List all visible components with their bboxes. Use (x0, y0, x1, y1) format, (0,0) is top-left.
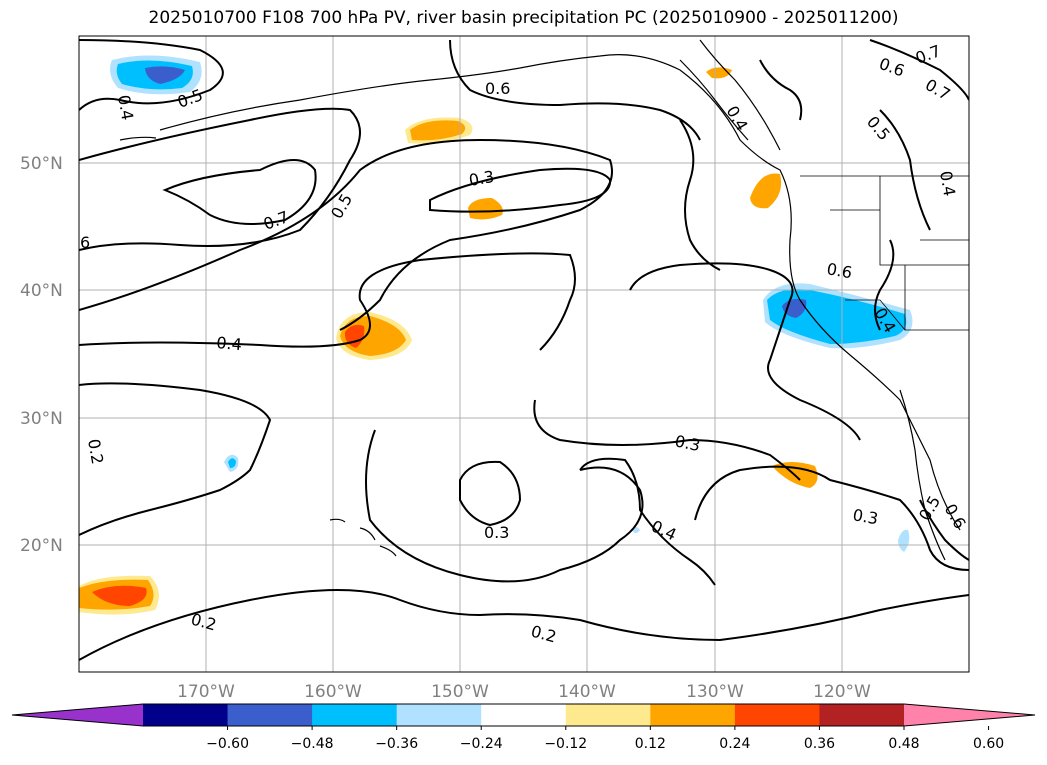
contour-label: 0.2 (84, 437, 107, 465)
colorbar-tick-label: 0.36 (804, 736, 835, 752)
colorbar-segment (734, 704, 820, 726)
borders (800, 175, 969, 331)
colorbar-tick-label: 0.12 (635, 736, 666, 752)
colorbar-segment (143, 704, 229, 726)
lon-label: 140°W (558, 682, 616, 702)
colorbar-tick-label: 0.60 (973, 736, 1004, 752)
coastlines (119, 39, 961, 561)
colorbar: −0.60 −0.48 −0.36 −0.24 −0.12 0.12 0.24 0.36 0.4… (11, 703, 1036, 752)
colorbar-tick-label: −0.48 (291, 736, 334, 752)
map-background (79, 36, 969, 672)
contour-label: 0.3 (484, 523, 509, 542)
lon-label: 150°W (431, 682, 489, 702)
gridlines (79, 36, 969, 672)
contour-label: 0.3 (673, 431, 702, 455)
colorbar-tick-label: −0.12 (544, 736, 587, 752)
colorbar-tick-label: −0.60 (206, 736, 249, 752)
colorbar-extend-left (12, 704, 143, 726)
colorbar-segment (312, 704, 398, 726)
colorbar-ticks: −0.60 −0.48 −0.36 −0.24 −0.12 0.12 0.24 0.36 0.4… (206, 726, 1004, 752)
colorbar-tick-label: 0.48 (888, 736, 919, 752)
lat-label: 20°N (20, 536, 63, 556)
contour-label: 0.4 (936, 169, 959, 197)
colorbar-segment (650, 704, 736, 726)
precip-shading (79, 55, 913, 615)
lat-label: 40°N (20, 281, 63, 301)
colorbar-segment (565, 704, 651, 726)
lon-label: 120°W (813, 682, 871, 702)
colorbar-segment (396, 704, 482, 726)
colorbar-segments (143, 704, 905, 726)
contour-label: 0.3 (467, 167, 495, 190)
lon-label: 130°W (686, 682, 744, 702)
colorbar-segment (819, 704, 905, 726)
lon-label: 170°W (177, 682, 235, 702)
colorbar-segment (227, 704, 313, 726)
colorbar-tick-label: −0.36 (375, 736, 418, 752)
colorbar-tick-label: −0.24 (460, 736, 503, 752)
contour-label: 0.4 (216, 333, 243, 354)
figure-title: 2025010700 F108 700 hPa PV, river basin … (148, 8, 899, 28)
lat-label: 30°N (20, 409, 63, 429)
lat-labels: 50°N 40°N 30°N 20°N (20, 154, 63, 556)
lon-label: 160°W (304, 682, 362, 702)
contour-label: 0.3 (851, 505, 879, 528)
contour-label: 0.4 (114, 93, 137, 121)
colorbar-outline (11, 703, 1036, 727)
contour-label: 6 (80, 233, 90, 252)
lat-label: 50°N (20, 154, 63, 174)
map-frame (78, 35, 970, 673)
colorbar-extend-right (904, 704, 1035, 726)
colorbar-tick-label: 0.24 (719, 736, 750, 752)
pv-contours (79, 39, 969, 661)
contour-label: 0.6 (825, 259, 853, 282)
contour-label: 0.6 (485, 79, 510, 98)
colorbar-segment (481, 704, 567, 726)
lon-labels: 170°W 160°W 150°W 140°W 130°W 120°W (177, 682, 871, 702)
